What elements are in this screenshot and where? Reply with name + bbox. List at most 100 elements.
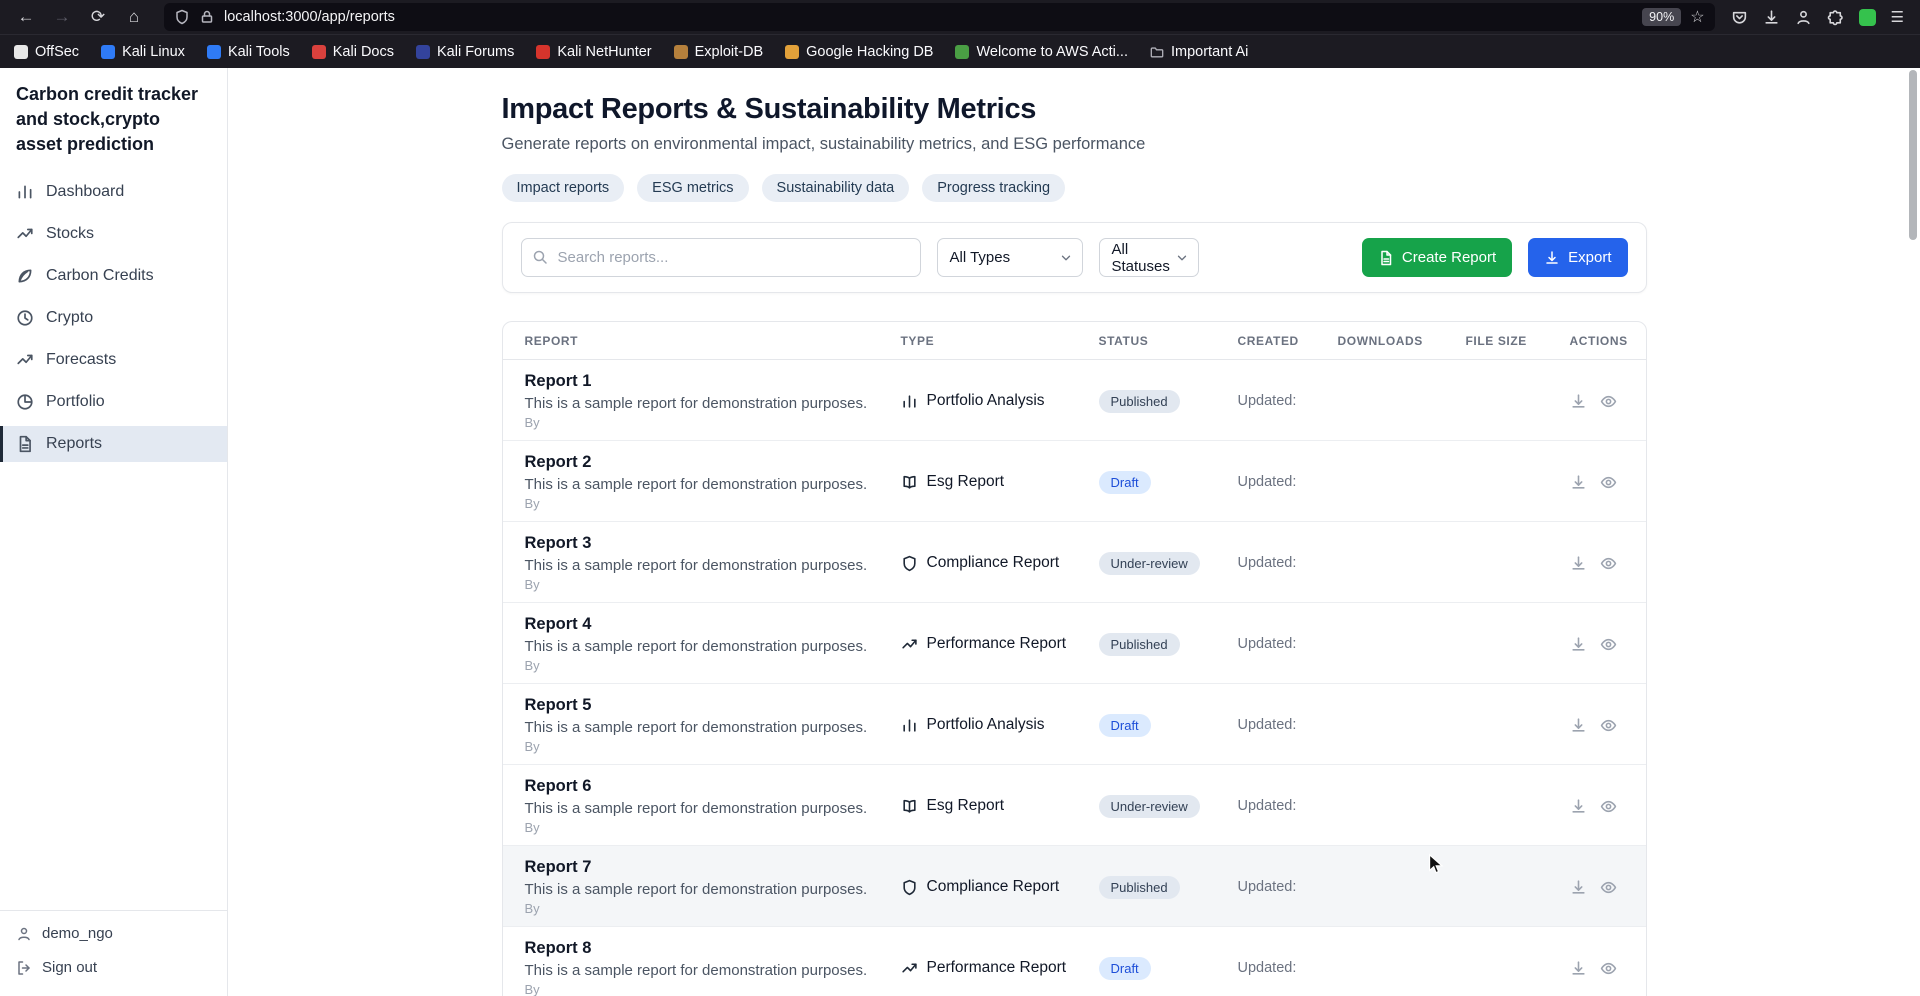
status-badge: Under-review (1098, 551, 1200, 575)
report-name[interactable]: Report 6 (524, 777, 592, 795)
url-text[interactable]: localhost:3000/app/reports (224, 9, 395, 25)
download-icon[interactable] (1570, 636, 1587, 653)
back-button[interactable]: ← (17, 7, 35, 26)
sidebar-item-label: Forecasts (46, 351, 117, 369)
forward-button[interactable]: → (53, 7, 71, 26)
sidebar-item-portfolio[interactable]: Portfolio (0, 384, 227, 420)
table-column-header: CREATED (1237, 334, 1299, 348)
report-name[interactable]: Report 4 (524, 615, 592, 633)
bookmark-label: OffSec (35, 43, 80, 60)
bookmark-item[interactable]: Kali Linux (101, 44, 185, 60)
page-scrollbar[interactable] (1909, 70, 1917, 240)
sidebar-item-crypto[interactable]: Crypto (0, 300, 227, 336)
type-filter-select[interactable]: All Types (936, 238, 1083, 277)
download-icon[interactable] (1570, 717, 1587, 734)
pocket-icon[interactable] (1731, 9, 1748, 26)
download-icon[interactable] (1570, 798, 1587, 815)
download-icon[interactable] (1570, 960, 1587, 977)
download-icon[interactable] (1570, 879, 1587, 896)
report-author: By (524, 982, 540, 996)
search-input[interactable] (520, 238, 921, 277)
view-icon[interactable] (1600, 798, 1617, 815)
extension-green-icon[interactable] (1858, 8, 1876, 26)
report-name[interactable]: Report 7 (524, 858, 592, 876)
table-row[interactable]: Report 6 This is a sample report for dem… (502, 765, 1646, 846)
report-name[interactable]: Report 5 (524, 696, 592, 714)
bookmark-item[interactable]: Kali Tools (206, 44, 290, 60)
tag-pill[interactable]: Sustainability data (761, 174, 910, 202)
tag-pill[interactable]: ESG metrics (637, 174, 749, 202)
bookmark-item[interactable]: Kali Forums (415, 44, 514, 60)
sidebar-item-forecasts[interactable]: Forecasts (0, 342, 227, 378)
reload-button[interactable]: ⟳ (90, 7, 106, 26)
sidebar-item-label: Carbon Credits (46, 267, 154, 285)
nav-icon (16, 309, 34, 327)
bookmark-star-icon[interactable]: ☆ (1690, 9, 1705, 26)
sidebar-item-carbon-credits[interactable]: Carbon Credits (0, 258, 227, 294)
extensions-icon[interactable] (1827, 9, 1844, 26)
account-icon[interactable] (1795, 9, 1812, 26)
sidebar-item-dashboard[interactable]: Dashboard (0, 174, 227, 210)
table-row[interactable]: Report 4 This is a sample report for dem… (502, 603, 1646, 684)
report-name[interactable]: Report 1 (524, 372, 592, 390)
report-name[interactable]: Report 3 (524, 534, 592, 552)
create-report-button[interactable]: Create Report (1361, 238, 1513, 277)
site-security-icon[interactable] (199, 9, 215, 25)
created-label: Updated: (1237, 474, 1297, 490)
view-icon[interactable] (1600, 636, 1617, 653)
bookmark-item[interactable]: OffSec (14, 44, 79, 60)
bookmark-item[interactable]: Kali NetHunter (536, 44, 652, 60)
tracking-shield-icon[interactable] (174, 9, 190, 25)
bookmark-item[interactable]: Welcome to AWS Acti... (955, 44, 1128, 60)
bookmark-item[interactable]: Kali Docs (311, 44, 394, 60)
signout-button[interactable]: Sign out (16, 959, 211, 976)
download-icon[interactable] (1570, 393, 1587, 410)
report-name[interactable]: Report 8 (524, 939, 592, 957)
table-row[interactable]: Report 1 This is a sample report for dem… (502, 360, 1646, 441)
file-icon (1378, 250, 1394, 266)
zoom-indicator[interactable]: 90% (1642, 8, 1682, 26)
download-icon[interactable] (1570, 555, 1587, 572)
bookmark-item[interactable]: Google Hacking DB (785, 44, 933, 60)
view-icon[interactable] (1600, 717, 1617, 734)
menu-icon[interactable]: ☰ (1890, 9, 1904, 26)
table-row[interactable]: Report 5 This is a sample report for dem… (502, 684, 1646, 765)
report-author: By (524, 496, 540, 511)
view-icon[interactable] (1600, 474, 1617, 491)
report-type-icon (901, 960, 918, 977)
browser-toolbar: ← → ⟳ ⌂ localhost:3000/app/reports 90% ☆… (0, 0, 1920, 34)
downloads-icon[interactable] (1763, 9, 1780, 26)
table-row[interactable]: Report 7 This is a sample report for dem… (502, 846, 1646, 927)
reports-table-body: Report 1 This is a sample report for dem… (502, 360, 1646, 996)
report-author: By (524, 577, 540, 592)
export-button[interactable]: Export (1528, 238, 1628, 277)
chevron-down-icon (1059, 251, 1073, 265)
report-type-label: Portfolio Analysis (926, 392, 1045, 409)
view-icon[interactable] (1600, 393, 1617, 410)
tag-pill[interactable]: Impact reports (501, 174, 625, 202)
report-type-label: Esg Report (926, 473, 1005, 490)
view-icon[interactable] (1600, 879, 1617, 896)
view-icon[interactable] (1600, 555, 1617, 572)
tag-pill[interactable]: Progress tracking (922, 174, 1066, 202)
report-name[interactable]: Report 2 (524, 453, 592, 471)
report-type-label: Compliance Report (926, 878, 1060, 895)
bookmark-item[interactable]: Exploit-DB (673, 44, 763, 60)
table-row[interactable]: Report 8 This is a sample report for dem… (503, 927, 1646, 996)
bookmark-favicon (311, 44, 326, 59)
table-column-header: FILE SIZE (1465, 334, 1527, 348)
bookmark-item[interactable]: Important Ai (1150, 44, 1248, 60)
table-row[interactable]: Report 2 This is a sample report for dem… (502, 441, 1646, 522)
sidebar-item-reports[interactable]: Reports (0, 426, 227, 463)
status-filter-select[interactable]: All Statuses (1098, 238, 1199, 277)
url-bar[interactable]: localhost:3000/app/reports 90% ☆ (164, 3, 1715, 31)
download-icon[interactable] (1570, 474, 1587, 491)
status-badge: Draft (1098, 470, 1151, 494)
view-icon[interactable] (1600, 960, 1617, 977)
sidebar-item-stocks[interactable]: Stocks (0, 216, 227, 252)
report-type-icon (901, 393, 918, 410)
home-button[interactable]: ⌂ (128, 7, 140, 26)
created-label: Updated: (1237, 393, 1297, 409)
table-row[interactable]: Report 3 This is a sample report for dem… (502, 522, 1646, 603)
toolbar-right-icons: ☰ (1731, 8, 1908, 26)
